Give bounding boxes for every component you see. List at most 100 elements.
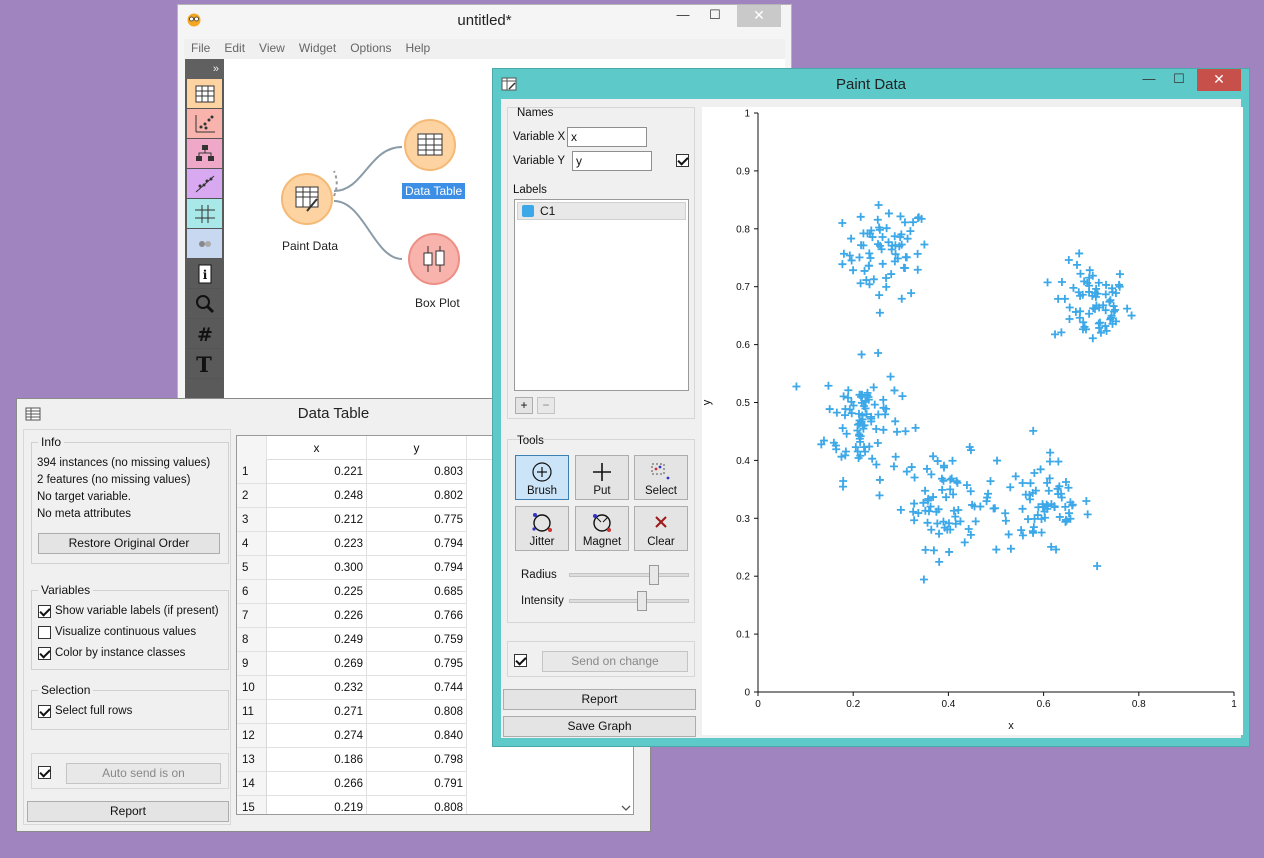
row-index[interactable]: 4 — [237, 532, 267, 556]
row-index[interactable]: 9 — [237, 652, 267, 676]
cell-x[interactable]: 0.225 — [267, 580, 367, 604]
labels-list[interactable]: C1 — [514, 199, 689, 391]
cell-y[interactable]: 0.744 — [367, 676, 467, 700]
menu-file[interactable]: File — [191, 41, 211, 55]
label-item-c1[interactable]: C1 — [517, 202, 686, 220]
menu-edit[interactable]: Edit — [224, 41, 246, 55]
cell-x[interactable]: 0.274 — [267, 724, 367, 748]
save-graph-button[interactable]: Save Graph — [503, 716, 696, 737]
select-full-rows-checkbox[interactable] — [38, 705, 51, 718]
table-row[interactable]: 11 0.271 0.808 — [237, 700, 633, 724]
data-table-report-button[interactable]: Report — [27, 801, 229, 822]
row-index[interactable]: 3 — [237, 508, 267, 532]
radius-slider-track[interactable] — [569, 573, 689, 577]
magnet-tool-button[interactable]: Magnet — [575, 506, 629, 551]
scatter-plot[interactable]: 0 0.2 0.4 0.6 0.8 1 0 0.1 0.2 0.3 0.4 0.5 0.6 0.7 0.8 0… — [702, 107, 1243, 735]
menu-widget[interactable]: Widget — [298, 41, 337, 55]
table-row[interactable]: 1 0.221 0.803 — [237, 460, 633, 484]
jitter-tool-button[interactable]: Jitter — [515, 506, 569, 551]
table-row[interactable]: 8 0.249 0.759 — [237, 628, 633, 652]
cell-y[interactable]: 0.759 — [367, 628, 467, 652]
color-by-class-checkbox[interactable] — [38, 647, 51, 660]
cell-x[interactable]: 0.219 — [267, 796, 367, 814]
cell-x[interactable]: 0.271 — [267, 700, 367, 724]
row-index[interactable]: 8 — [237, 628, 267, 652]
intensity-slider-handle[interactable] — [637, 591, 647, 611]
send-on-change-checkbox[interactable] — [514, 654, 527, 667]
grid-hash-icon[interactable]: # — [187, 319, 222, 349]
column-header-x[interactable]: x — [267, 436, 367, 460]
close-button[interactable]: ✕ — [737, 5, 781, 27]
data-table-node[interactable] — [404, 119, 456, 171]
zoom-icon[interactable] — [187, 289, 222, 319]
cell-y[interactable]: 0.808 — [367, 796, 467, 814]
box-plot-node[interactable] — [408, 233, 460, 285]
row-index[interactable]: 15 — [237, 796, 267, 814]
category-visualize-icon[interactable] — [187, 109, 222, 139]
cell-y[interactable]: 0.794 — [367, 532, 467, 556]
text-annotation-icon[interactable]: T — [187, 349, 222, 379]
cell-x[interactable]: 0.226 — [267, 604, 367, 628]
variable-y-checkbox[interactable] — [676, 154, 689, 167]
cell-x[interactable]: 0.300 — [267, 556, 367, 580]
column-header-y[interactable]: y — [367, 436, 467, 460]
variable-x-input[interactable]: x — [567, 127, 647, 147]
category-evaluate-icon[interactable] — [187, 169, 222, 199]
table-row[interactable]: 6 0.225 0.685 — [237, 580, 633, 604]
table-row[interactable]: 4 0.223 0.794 — [237, 532, 633, 556]
cell-y[interactable]: 0.766 — [367, 604, 467, 628]
table-row[interactable]: 7 0.226 0.766 — [237, 604, 633, 628]
table-row[interactable]: 14 0.266 0.791 — [237, 772, 633, 796]
table-row[interactable]: 3 0.212 0.775 — [237, 508, 633, 532]
table-row[interactable]: 9 0.269 0.795 — [237, 652, 633, 676]
paint-report-button[interactable]: Report — [503, 689, 696, 710]
table-row[interactable]: 2 0.248 0.802 — [237, 484, 633, 508]
data-table-node-label[interactable]: Data Table — [402, 183, 466, 199]
cell-x[interactable]: 0.248 — [267, 484, 367, 508]
cell-y[interactable]: 0.798 — [367, 748, 467, 772]
radius-slider-handle[interactable] — [649, 565, 659, 585]
cell-y[interactable]: 0.795 — [367, 652, 467, 676]
row-index[interactable]: 12 — [237, 724, 267, 748]
cell-x[interactable]: 0.221 — [267, 460, 367, 484]
category-data-icon[interactable] — [187, 79, 222, 109]
cell-y[interactable]: 0.685 — [367, 580, 467, 604]
category-addon-icon[interactable] — [187, 229, 222, 259]
clear-tool-button[interactable]: Clear — [634, 506, 688, 551]
add-label-button[interactable]: + — [515, 397, 533, 414]
show-labels-checkbox[interactable] — [38, 605, 51, 618]
cell-y[interactable]: 0.791 — [367, 772, 467, 796]
auto-send-checkbox[interactable] — [38, 766, 51, 779]
info-icon[interactable]: i — [187, 259, 222, 289]
cell-y[interactable]: 0.808 — [367, 700, 467, 724]
minimize-button[interactable]: — — [676, 7, 690, 22]
row-index[interactable]: 13 — [237, 748, 267, 772]
select-tool-button[interactable]: Select — [634, 455, 688, 500]
intensity-slider-track[interactable] — [569, 599, 689, 603]
remove-label-button[interactable]: − — [537, 397, 555, 414]
restore-order-button[interactable]: Restore Original Order — [38, 533, 220, 554]
category-model-icon[interactable] — [187, 139, 222, 169]
cell-y[interactable]: 0.803 — [367, 460, 467, 484]
paint-data-node[interactable] — [281, 173, 333, 225]
menu-help[interactable]: Help — [405, 41, 431, 55]
paint-maximize-button[interactable]: ☐ — [1173, 71, 1185, 86]
send-on-change-button[interactable]: Send on change — [542, 651, 688, 672]
toolbox-collapse-button[interactable]: » — [185, 59, 224, 79]
variable-y-input[interactable]: y — [572, 151, 652, 171]
cell-y[interactable]: 0.802 — [367, 484, 467, 508]
table-row[interactable]: 10 0.232 0.744 — [237, 676, 633, 700]
cell-x[interactable]: 0.212 — [267, 508, 367, 532]
cell-x[interactable]: 0.186 — [267, 748, 367, 772]
cell-x[interactable]: 0.232 — [267, 676, 367, 700]
cell-x[interactable]: 0.249 — [267, 628, 367, 652]
menu-view[interactable]: View — [259, 41, 285, 55]
cell-x[interactable]: 0.269 — [267, 652, 367, 676]
row-index[interactable]: 2 — [237, 484, 267, 508]
auto-send-button[interactable]: Auto send is on — [66, 763, 221, 784]
paint-close-button[interactable]: ✕ — [1197, 69, 1241, 91]
cell-x[interactable]: 0.223 — [267, 532, 367, 556]
row-index[interactable]: 11 — [237, 700, 267, 724]
table-row[interactable]: 12 0.274 0.840 — [237, 724, 633, 748]
table-row[interactable]: 5 0.300 0.794 — [237, 556, 633, 580]
